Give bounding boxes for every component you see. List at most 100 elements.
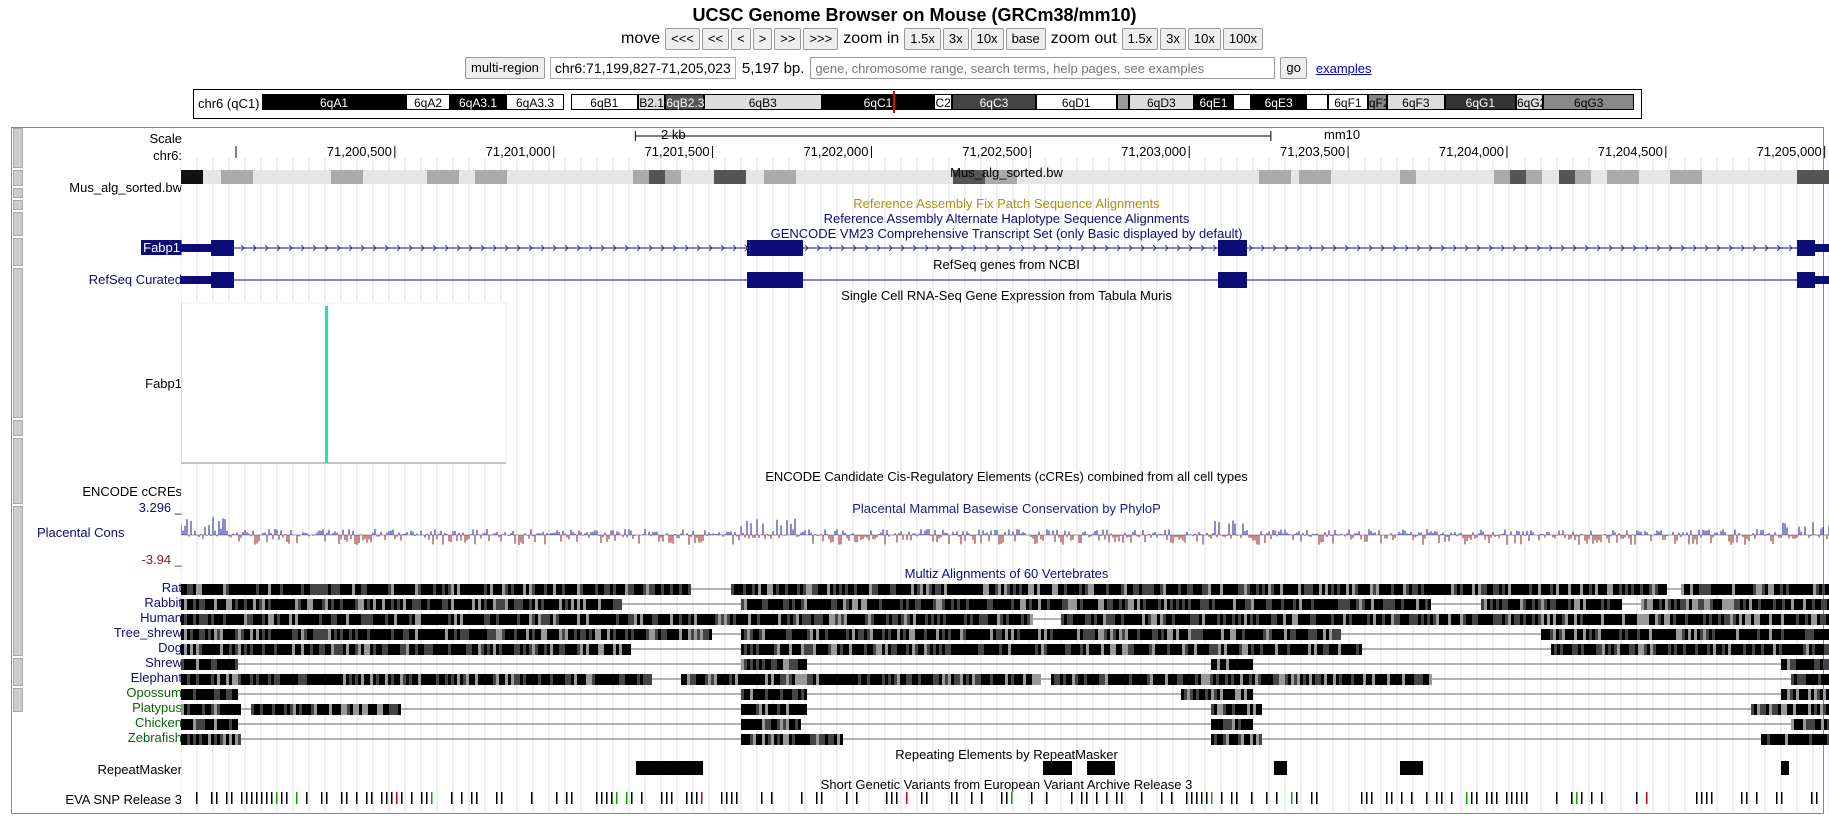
multiz-block: [256, 584, 259, 595]
ideogram-band[interactable]: 6qA2: [406, 94, 450, 110]
ideogram-band[interactable]: qF2: [1367, 94, 1390, 110]
go-button[interactable]: go: [1280, 57, 1307, 79]
zoom-in-10x-button[interactable]: 10x: [970, 28, 1004, 50]
ideogram-band[interactable]: 6qG1: [1444, 94, 1516, 110]
ideogram-band[interactable]: 6qD1: [1035, 94, 1117, 110]
multiz-block: [289, 614, 292, 625]
multiz-block: [1123, 674, 1126, 685]
multiz-block: [205, 644, 208, 655]
ideogram-band[interactable]: 6qE3: [1251, 94, 1307, 110]
search-input[interactable]: [810, 57, 1276, 79]
sidebar-button-fix[interactable]: [13, 188, 23, 198]
ideogram-band[interactable]: 6qA3.1: [449, 94, 507, 110]
multiz-block: [520, 584, 523, 595]
multiz-block: [1095, 644, 1098, 655]
refseq-track-label[interactable]: RefSeq Curated: [88, 272, 182, 287]
ideogram-band[interactable]: B2.1: [637, 94, 666, 110]
ideogram-bands[interactable]: 6qA1 6qA2 6qA3.1 6qA3.3 6qB1 B2.1 6qB2.3 6qB3 6q…: [262, 91, 1634, 113]
tabula-track-label[interactable]: Fabp1: [145, 376, 182, 391]
multiz-block: [1008, 644, 1011, 655]
sidebar-button-repeat[interactable]: [13, 658, 23, 686]
ideogram-band[interactable]: 6qG3: [1543, 94, 1634, 110]
ideogram-band[interactable]: [1306, 94, 1329, 110]
multiz-species-label[interactable]: Platypus: [132, 700, 182, 715]
sidebar-button-alt[interactable]: [13, 200, 23, 210]
sidebar-button-encode[interactable]: [13, 420, 23, 436]
multiz-species-label[interactable]: Zebrafish: [127, 730, 182, 745]
sidebar-button-ruler[interactable]: [13, 128, 23, 168]
ideogram-band[interactable]: 6qA1: [262, 94, 407, 110]
ideogram-band[interactable]: 6qB2.3: [665, 94, 705, 110]
ideogram-band[interactable]: C2: [934, 94, 953, 110]
zoom-out-100x-button[interactable]: 100x: [1222, 28, 1264, 50]
position-range[interactable]: chr6:71,199,827-71,205,023: [549, 57, 736, 79]
zoom-out-3x-button[interactable]: 3x: [1160, 28, 1186, 50]
sidebar-button-phylop[interactable]: [13, 438, 23, 504]
ideogram-band[interactable]: 6qC3: [952, 94, 1036, 110]
multiz-block: [184, 629, 187, 640]
multiz-block: [331, 614, 334, 625]
zoom-in-base-button[interactable]: base: [1005, 28, 1046, 50]
multiz-block: [490, 614, 493, 625]
sidebar-button-eva[interactable]: [13, 688, 23, 712]
ideogram-band[interactable]: 6qB1: [570, 94, 638, 110]
sidebar-button-multiz[interactable]: [13, 506, 23, 656]
move-right-button[interactable]: >: [752, 28, 773, 50]
multiz-block: [1237, 674, 1240, 685]
track-area[interactable]: 71,200,500 71,201,000 71,201,500 71,202,000…: [180, 127, 1829, 813]
ideogram-band[interactable]: 6qE1: [1193, 94, 1234, 110]
sidebar-button-refseq[interactable]: [13, 238, 23, 266]
sidebar-button-gencode[interactable]: [13, 212, 23, 236]
multiz-block: [1737, 599, 1740, 610]
bw-track-label[interactable]: Mus_alg_sorted.bw: [69, 180, 182, 195]
multiz-block: [1820, 629, 1823, 640]
zoom-in-3x-button[interactable]: 3x: [942, 28, 969, 50]
multiz-species-label[interactable]: Opossum: [126, 685, 182, 700]
repeatmasker-track-label[interactable]: RepeatMasker: [97, 762, 182, 777]
multiz-block: [1013, 584, 1016, 595]
multiz-species-label[interactable]: Shrew: [145, 655, 182, 670]
move-left-button[interactable]: <: [731, 28, 751, 50]
sidebar-button-tabula[interactable]: [13, 268, 23, 418]
sidebar-button-bw[interactable]: [13, 170, 23, 186]
ideogram-band[interactable]: [1116, 94, 1130, 110]
multiz-species-label[interactable]: Dog: [158, 640, 182, 655]
ideogram-band[interactable]: 6qF3: [1387, 94, 1445, 110]
ideogram-band[interactable]: 6qG2: [1516, 94, 1547, 110]
bw-block: [1510, 170, 1526, 184]
chromosome-ideogram[interactable]: chr6 (qC1) 6qA1 6qA2 6qA3.1 6qA3.3 6qB1 B2.1 6…: [193, 89, 1642, 119]
phylop-track-label[interactable]: Placental Cons: [37, 525, 125, 540]
zoom-out-1-5x-button[interactable]: 1.5x: [1121, 28, 1159, 50]
move-right-far-button[interactable]: >>>: [803, 28, 839, 50]
zoom-out-10x-button[interactable]: 10x: [1187, 28, 1221, 50]
multiz-species-label[interactable]: Rat: [161, 580, 182, 595]
multiz-species-label[interactable]: Tree_shrew: [113, 625, 182, 640]
move-left-medium-button[interactable]: <<: [701, 28, 730, 50]
ideogram-band[interactable]: [1233, 94, 1252, 110]
ideogram-band[interactable]: 6qA3.3: [506, 94, 564, 110]
eva-track-label[interactable]: EVA SNP Release 3: [65, 792, 182, 807]
multiz-block: [1797, 734, 1800, 745]
multiz-species-label[interactable]: Chicken: [135, 715, 182, 730]
tracks-graphic[interactable]: 71,200,500 71,201,000 71,201,500 71,202,000…: [180, 128, 1829, 813]
zoom-in-1-5x-button[interactable]: 1.5x: [904, 28, 941, 50]
encode-track-label[interactable]: ENCODE cCREs: [82, 484, 182, 499]
multiz-block: [1110, 629, 1113, 640]
multiz-block: [963, 674, 966, 685]
ideogram-band[interactable]: 6qD3: [1129, 94, 1194, 110]
ideogram-band[interactable]: 6qC1: [821, 94, 935, 110]
examples-link[interactable]: examples: [1315, 60, 1372, 76]
gencode-gene-label[interactable]: Fabp1: [141, 240, 182, 255]
move-right-medium-button[interactable]: >>: [774, 28, 802, 50]
multiz-block: [1271, 614, 1274, 625]
multiz-block: [1710, 644, 1713, 655]
multiz-species-label[interactable]: Elephant: [130, 670, 182, 685]
ideogram-band[interactable]: 6qF1: [1328, 94, 1368, 110]
ideogram-band[interactable]: 6qB3: [703, 94, 822, 110]
multiz-species-label[interactable]: Rabbit: [144, 595, 182, 610]
multi-region-button[interactable]: multi-region: [465, 57, 545, 79]
multiz-block: [1150, 674, 1153, 685]
multiz-species-label[interactable]: Human: [140, 610, 182, 625]
move-left-far-button[interactable]: <<<: [665, 28, 700, 50]
snp-mark: [691, 792, 693, 804]
